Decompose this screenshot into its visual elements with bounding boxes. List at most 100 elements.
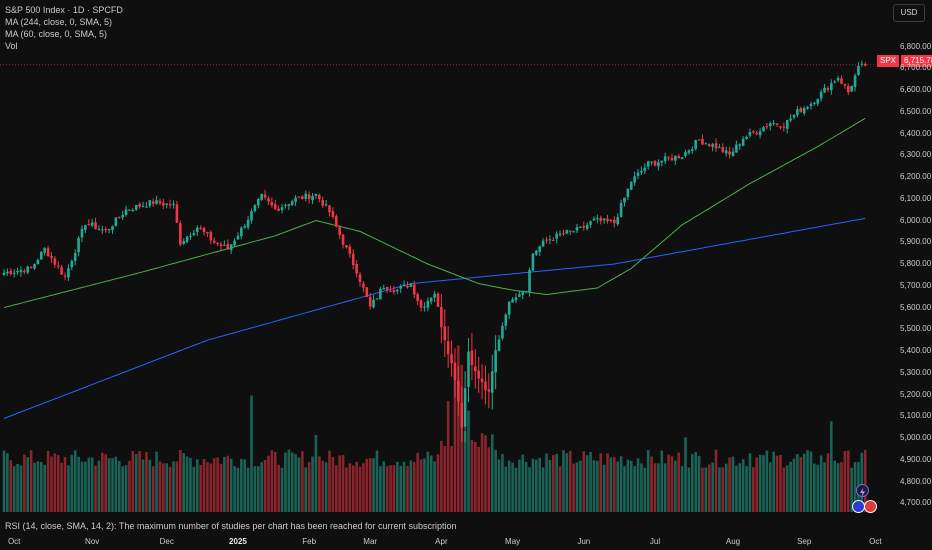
volume-bar: [480, 433, 484, 512]
candle-body: [172, 203, 175, 205]
volume-bar: [60, 462, 63, 512]
volume-bar: [650, 456, 653, 512]
candle-body: [511, 299, 514, 303]
candle-body: [212, 240, 216, 243]
volume-bar: [365, 458, 369, 512]
volume-bar: [121, 466, 124, 512]
volume-bar: [236, 467, 240, 512]
volume-bar: [446, 401, 450, 512]
volume-bar: [399, 465, 402, 512]
candle-body: [545, 239, 548, 241]
candle-body: [19, 269, 23, 273]
volume-bar: [131, 451, 135, 512]
candle-body: [290, 201, 294, 205]
candle-body: [735, 144, 738, 153]
candle-body: [345, 245, 348, 248]
volume-bar: [372, 458, 375, 512]
volume-bar: [368, 458, 372, 512]
candle-body: [294, 197, 297, 202]
price-tick-label: 5,100.00: [900, 411, 932, 421]
candle-body: [165, 203, 169, 205]
candle-body: [121, 215, 124, 218]
candle-body: [263, 194, 267, 198]
volume-bar: [487, 447, 491, 512]
candle-body: [460, 402, 464, 428]
candle-body: [480, 378, 484, 383]
candle-body: [565, 230, 569, 234]
candle-body: [484, 381, 487, 391]
candle-body: [806, 107, 809, 109]
candle-body: [629, 182, 633, 190]
volume-bar: [551, 455, 555, 512]
volume-bar: [853, 462, 857, 512]
lightning-icon[interactable]: [856, 484, 869, 497]
volume-bar: [792, 458, 796, 512]
volume-bar: [331, 456, 335, 512]
candle-body: [433, 293, 436, 298]
candle-body: [16, 270, 19, 273]
volume-bar: [484, 435, 487, 512]
candle-body: [646, 161, 650, 167]
candle-body: [667, 157, 670, 159]
volume-bar: [497, 459, 501, 512]
volume-bar: [382, 461, 386, 512]
candle-body: [477, 370, 480, 379]
volume-bar: [107, 458, 111, 512]
volume-bar: [426, 451, 430, 512]
price-tick-label: 5,000.00: [900, 433, 932, 443]
candle-body: [562, 233, 565, 235]
candle-body: [67, 268, 70, 278]
volume-bar: [826, 453, 830, 512]
volume-bar: [257, 466, 260, 512]
candle-body: [328, 205, 331, 213]
volume-bar: [97, 460, 101, 512]
volume-bar: [128, 460, 131, 512]
candle-body: [616, 217, 619, 225]
candle-body: [633, 176, 636, 183]
volume-bar: [609, 457, 613, 512]
volume-bar: [582, 451, 586, 512]
volume-bar: [90, 457, 94, 512]
price-tick-label: 4,700.00: [900, 498, 932, 508]
candle-body: [457, 380, 460, 402]
last-price-symbol: SPX: [877, 55, 900, 67]
candle-body: [179, 223, 182, 245]
candle-body: [382, 287, 386, 290]
volume-bar: [104, 454, 108, 512]
candle-body: [280, 207, 284, 210]
volume-bar: [758, 454, 762, 512]
candle-body: [131, 210, 135, 212]
candle-body: [233, 240, 236, 246]
volume-bar: [555, 453, 558, 512]
volume-bar: [833, 460, 836, 512]
candle-body: [813, 102, 816, 105]
candle-body: [216, 242, 219, 244]
candle-body: [589, 221, 592, 225]
candle-body: [145, 206, 148, 208]
candle-body: [863, 64, 867, 66]
flag-badge-icon[interactable]: [864, 500, 877, 513]
volume-bar: [318, 456, 321, 512]
candle-body: [728, 151, 731, 155]
candle-body: [755, 133, 759, 135]
ma60-line: [3, 117, 866, 308]
volume-bar: [56, 454, 60, 512]
candle-body: [273, 204, 277, 210]
candle-body: [463, 388, 467, 427]
candle-body: [853, 75, 857, 87]
volume-bar: [338, 455, 341, 512]
candle-body: [843, 84, 847, 86]
price-tick-label: 6,800.00: [900, 41, 932, 51]
candle-body: [189, 235, 192, 237]
volume-bar: [168, 466, 172, 512]
volume-bar: [596, 460, 599, 512]
candle-body: [223, 244, 226, 246]
volume-bar: [199, 464, 202, 512]
ma244-line: [3, 217, 866, 419]
volume-bar: [772, 451, 775, 512]
candle-body: [450, 354, 453, 364]
volume-bar: [680, 466, 684, 512]
currency-button[interactable]: USD: [893, 4, 925, 22]
volume-bar: [396, 461, 399, 512]
